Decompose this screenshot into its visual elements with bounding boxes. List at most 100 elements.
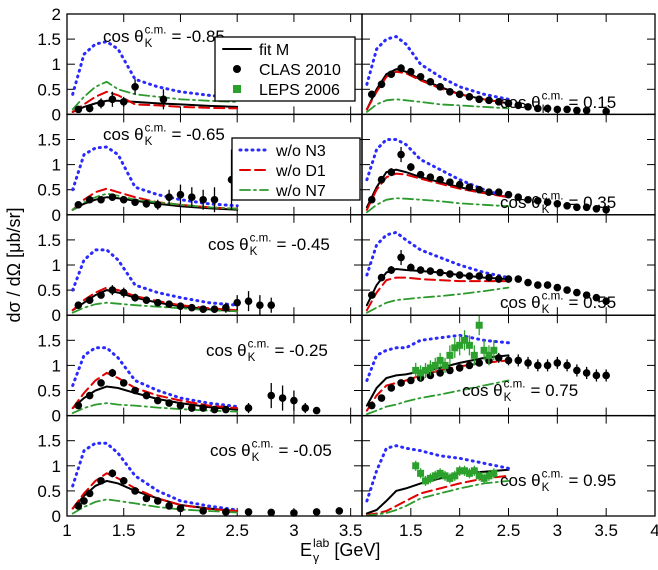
y-tick-label: 1.5	[37, 131, 61, 150]
data-point	[480, 474, 488, 482]
data-point	[504, 275, 513, 283]
data-point	[417, 369, 425, 377]
data-point	[131, 198, 139, 207]
data-point	[461, 336, 469, 344]
data-point	[131, 386, 139, 395]
annotation-tail: = 0.55	[568, 293, 616, 312]
y-tick-label: 0.5	[37, 482, 61, 501]
legend-box	[231, 137, 361, 201]
data-point	[108, 469, 117, 478]
data-point	[407, 163, 415, 171]
data-point	[436, 469, 444, 477]
data-point	[602, 371, 610, 380]
data-point	[222, 303, 230, 312]
data-point	[80, 497, 88, 505]
data-point	[278, 394, 287, 402]
data-point	[377, 273, 386, 282]
data-point	[475, 472, 483, 480]
data-point	[335, 507, 344, 515]
data-point	[367, 291, 376, 299]
data-point	[397, 64, 405, 73]
data-point	[74, 301, 83, 309]
legend-label: CLAS 2010	[259, 62, 341, 79]
data-point	[85, 195, 94, 204]
panel-frame	[361, 414, 656, 517]
data-point	[387, 70, 396, 79]
annotation-sup: c.m.	[248, 339, 270, 351]
x-tick-label: 3.5	[594, 521, 618, 540]
data-point	[165, 300, 173, 308]
curve	[71, 371, 239, 410]
x-tick-label: 1	[62, 521, 71, 540]
data-point	[524, 359, 532, 367]
data-point	[301, 404, 310, 412]
data-point	[412, 366, 420, 374]
data-point	[397, 150, 405, 159]
data-point	[485, 96, 493, 105]
y-tick-label: 1	[52, 457, 61, 476]
annotation-sub: K	[542, 104, 550, 116]
data-point	[74, 502, 83, 510]
data-point	[165, 502, 173, 510]
annotation: cos θ	[103, 125, 144, 144]
data-point	[199, 404, 207, 412]
x-tick-label: 2	[455, 521, 464, 540]
data-point	[436, 356, 444, 364]
data-point	[267, 301, 276, 309]
data-point	[267, 391, 276, 400]
x-tick-label: 1.5	[399, 521, 423, 540]
data-point	[210, 195, 219, 204]
data-point	[290, 396, 298, 405]
curve	[365, 230, 510, 280]
data-point	[97, 195, 105, 204]
legend-swatch	[233, 65, 241, 73]
x-tick-label: 1.5	[112, 521, 136, 540]
data-point	[514, 356, 523, 365]
data-point	[426, 267, 435, 275]
data-point	[426, 364, 434, 372]
annotation-sup: c.m.	[542, 91, 564, 103]
annotation-tail: = -0.65	[171, 125, 224, 144]
curve	[71, 248, 239, 307]
data-point	[514, 275, 523, 283]
data-point	[455, 271, 464, 279]
data-point	[543, 198, 552, 207]
data-point	[267, 508, 276, 517]
legend-label: w/o D1	[275, 163, 326, 180]
data-point	[582, 291, 591, 299]
data-point	[465, 341, 473, 349]
data-point	[480, 346, 488, 354]
y-tick-label: 0	[52, 507, 61, 526]
data-point	[412, 462, 420, 470]
annotation-tail: = -0.45	[276, 235, 329, 254]
annotation-sub: K	[252, 452, 260, 464]
data-point	[582, 106, 591, 115]
annotation-tail: = -0.05	[278, 441, 331, 460]
data-point	[553, 283, 562, 292]
data-point	[485, 351, 493, 359]
data-point	[436, 369, 444, 377]
annotation-sub: K	[250, 246, 258, 258]
legend: w/o N3 w/o D1 w/o N7	[231, 137, 361, 201]
data-point	[153, 200, 162, 209]
annotation-sub: K	[248, 352, 256, 364]
data-point	[534, 281, 542, 289]
data-point	[504, 99, 513, 108]
data-point	[543, 281, 552, 289]
data-point	[416, 72, 425, 81]
data-point	[421, 366, 429, 374]
data-point	[475, 272, 484, 280]
annotation: cos θ	[500, 193, 541, 212]
data-point	[446, 178, 454, 186]
data-point	[504, 190, 513, 199]
x-tick-label: 3	[289, 521, 298, 540]
data-point	[563, 105, 571, 114]
x-axis-label: E	[300, 540, 312, 560]
data-point	[97, 291, 105, 299]
data-point	[131, 487, 139, 495]
data-point	[494, 354, 503, 362]
curve	[71, 498, 239, 515]
data-point	[108, 286, 117, 294]
data-point	[461, 467, 469, 475]
data-point	[451, 472, 459, 480]
